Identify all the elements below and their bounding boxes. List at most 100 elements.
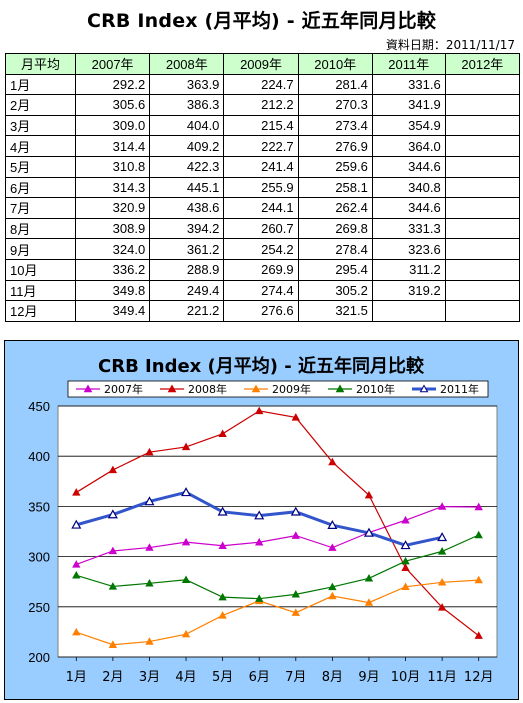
data-point: [255, 537, 264, 546]
legend-label: 2011年: [440, 382, 479, 396]
x-tick-label: 8月: [322, 670, 343, 685]
page-title: CRB Index (月平均) - 近五年同月比較: [86, 10, 437, 32]
data-point: [181, 537, 191, 546]
column-header: 2011年: [371, 53, 446, 75]
table-cell: 281.4: [297, 73, 373, 96]
table-cell: 445.1: [149, 176, 225, 199]
table-cell: 221.2: [149, 300, 225, 322]
table-cell: 215.4: [223, 114, 299, 137]
data-point: [255, 406, 264, 415]
data-point: [181, 442, 191, 451]
y-tick-label: 300: [28, 550, 50, 565]
x-tick-label: 12月: [464, 670, 494, 685]
data-point: [437, 532, 448, 542]
y-tick-label: 200: [28, 650, 50, 665]
series-line-2008年: [75, 410, 480, 637]
table-corner-header: 月平均: [5, 53, 76, 75]
data-point: [328, 582, 337, 591]
table-cell: 349.4: [74, 300, 151, 322]
data-point: [108, 582, 118, 590]
legend-swatch-marker: [419, 384, 429, 393]
data-point: [108, 465, 118, 474]
data-point: [400, 540, 411, 550]
data-point: [401, 556, 410, 565]
legend-swatch-marker: [167, 384, 177, 393]
data-point: [328, 457, 337, 466]
column-header: 2012年: [444, 53, 521, 75]
table-cell: 244.1: [223, 197, 299, 219]
data-date-label: 資料日期：2011/11/17: [385, 38, 515, 52]
table-cell: 222.7: [223, 135, 299, 157]
data-point: [254, 510, 265, 520]
row-month-label: 2月: [5, 94, 76, 116]
data-point: [474, 631, 483, 639]
row-month-label: 3月: [5, 114, 76, 137]
chart-title: CRB Index (月平均) - 近五年同月比較: [98, 355, 425, 377]
data-point: [107, 509, 118, 519]
data-point: [401, 515, 410, 524]
table-cell: 363.9: [149, 73, 225, 96]
data-point: [218, 429, 227, 438]
table-cell: 394.2: [149, 217, 225, 240]
table-cell: 288.9: [149, 258, 225, 281]
table-cell: 292.2: [74, 73, 151, 96]
data-point: [364, 573, 374, 582]
table-cell: 278.4: [297, 238, 373, 260]
data-point: [401, 563, 410, 571]
data-point: [364, 598, 374, 606]
table-cell: 276.6: [223, 300, 299, 322]
data-point: [145, 543, 154, 551]
table-cell: 323.6: [371, 238, 446, 260]
data-point: [181, 487, 192, 497]
table-cell: 255.9: [223, 176, 299, 199]
data-point: [437, 547, 447, 555]
x-tick-label: 2月: [102, 670, 123, 685]
x-tick-label: 4月: [175, 670, 196, 685]
x-tick-label: 5月: [212, 670, 233, 685]
series-line-2007年: [76, 505, 479, 565]
table-row: 12月 349.4 221.2 276.6 321.5: [5, 300, 521, 322]
column-header: 2010年: [297, 53, 373, 75]
legend-swatch-marker: [83, 384, 93, 393]
data-point: [401, 582, 410, 591]
data-point: [108, 640, 118, 648]
x-tick-label: 10月: [391, 670, 421, 685]
data-point: [291, 590, 300, 598]
legend-label: 2009年: [272, 382, 311, 396]
row-month-label: 12月: [5, 300, 76, 322]
data-point: [145, 447, 154, 456]
data-point: [72, 627, 81, 636]
y-tick-label: 450: [28, 399, 50, 414]
table-row: 1月 292.2 363.9 224.7 281.4 331.6: [5, 73, 521, 96]
plot-area: [57, 405, 498, 658]
x-tick-label: 9月: [358, 670, 379, 685]
table-cell: 310.8: [74, 155, 151, 178]
legend-label: 2010年: [356, 382, 395, 396]
legend-swatch-marker: [335, 384, 345, 393]
data-point: [363, 527, 374, 537]
data-point: [291, 413, 300, 421]
data-point: [72, 570, 81, 579]
legend-swatch-marker: [251, 384, 261, 393]
column-header: 2008年: [149, 53, 225, 75]
row-month-label: 8月: [5, 217, 76, 240]
x-tick-label: 3月: [139, 670, 160, 685]
data-point: [364, 490, 374, 499]
row-month-label: 1月: [5, 73, 76, 96]
x-tick-label: 7月: [285, 670, 306, 685]
data-point: [290, 506, 301, 516]
table-row: 4月 314.4 409.2 222.7 276.9 364.0: [5, 135, 521, 157]
legend-label: 2008年: [188, 382, 227, 396]
data-point: [181, 575, 191, 583]
data-point: [181, 629, 191, 638]
data-point: [145, 578, 154, 587]
row-month-label: 10月: [5, 258, 76, 281]
table-cell: 361.2: [149, 238, 225, 260]
legend-box: [67, 380, 489, 398]
data-point: [218, 592, 227, 601]
column-header: 2007年: [74, 53, 151, 75]
x-tick-label: 1月: [66, 670, 87, 685]
table-cell: 260.7: [223, 217, 299, 240]
series-line-2009年: [76, 579, 479, 646]
